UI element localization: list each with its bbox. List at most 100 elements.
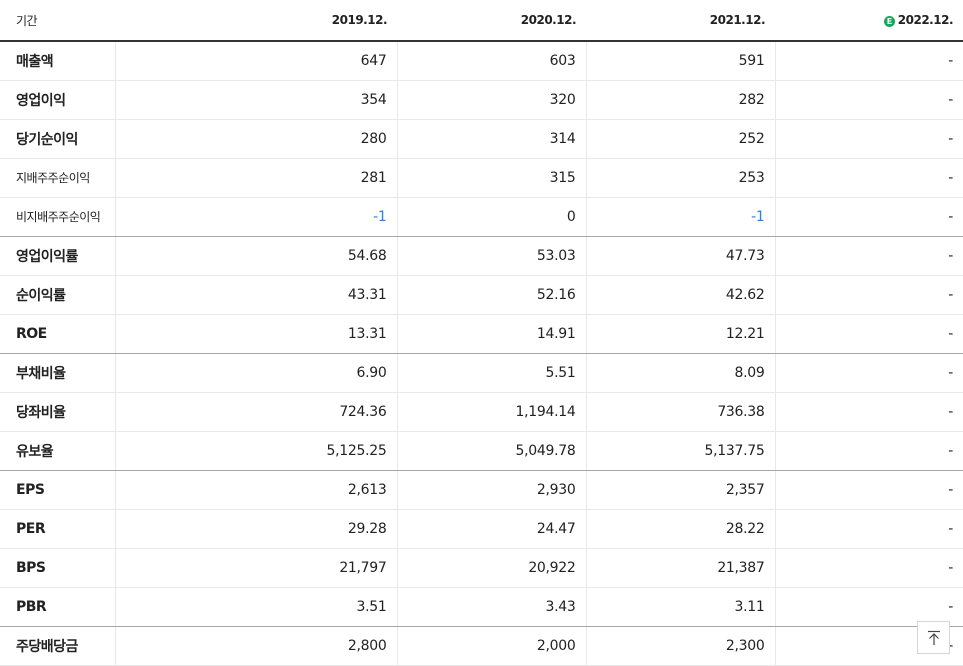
table-row: 순이익률 43.31 52.16 42.62-: [0, 275, 963, 315]
row-label: BPS: [0, 548, 115, 588]
value-cell: 2,930: [396, 470, 586, 510]
value-cell: 282: [585, 80, 775, 120]
table-row: EPS 2,613 2,930 2,357-: [0, 470, 963, 510]
value-cell: 5,049.78: [396, 431, 586, 471]
table-row: 매출액 647 603 591-: [0, 41, 963, 81]
table-row: 영업이익률 54.68 53.03 47.73-: [0, 236, 963, 276]
row-label: 영업이익: [0, 80, 115, 120]
row-label: 당좌비율: [0, 392, 115, 432]
value-cell: 20,922: [396, 548, 586, 588]
value-cell: 253: [585, 158, 775, 198]
scroll-top-button[interactable]: [917, 621, 950, 654]
table-row: 비지배주주순이익 -1 0 -1-: [0, 197, 963, 237]
table-row: 당좌비율 724.36 1,194.14 736.38-: [0, 392, 963, 432]
value-cell: -: [774, 392, 963, 432]
value-cell: 315: [396, 158, 586, 198]
value-cell: -: [774, 470, 963, 510]
row-label: PBR: [0, 587, 115, 627]
value-cell: 3.11: [585, 587, 775, 627]
value-cell: 2,800: [114, 626, 397, 666]
value-cell: -: [774, 548, 963, 588]
row-label: 순이익률: [0, 275, 115, 315]
table-row: 당기순이익 280 314 252-: [0, 119, 963, 159]
value-cell: 314: [396, 119, 586, 159]
header-row: 기간 2019.12. 2020.12. 2021.12. E 2022.12.: [0, 0, 963, 42]
row-label: 당기순이익: [0, 119, 115, 159]
value-cell: 724.36: [114, 392, 397, 432]
period-2019: 2019.12.: [115, 0, 397, 42]
value-cell: 53.03: [396, 236, 586, 276]
value-cell: 52.16: [396, 275, 586, 315]
period-2022-estimate: E 2022.12.: [775, 0, 963, 42]
period-header-label: 기간: [0, 0, 115, 42]
value-cell: 591: [585, 41, 775, 81]
value-cell: 29.28: [114, 509, 397, 549]
value-cell: 21,387: [585, 548, 775, 588]
value-cell: -: [774, 197, 963, 237]
table-row: 영업이익 354 320 282-: [0, 80, 963, 120]
value-cell: 14.91: [396, 314, 586, 354]
value-cell: -: [774, 236, 963, 276]
arrow-up-icon: [927, 630, 940, 645]
value-cell: 6.90: [114, 353, 397, 393]
value-cell: 252: [585, 119, 775, 159]
value-cell: 13.31: [114, 314, 397, 354]
table-row: PER 29.28 24.47 28.22-: [0, 509, 963, 549]
value-cell: 354: [114, 80, 397, 120]
table-row: 부채비율 6.90 5.51 8.09-: [0, 353, 963, 393]
row-label: 주당배당금: [0, 626, 115, 666]
value-cell: 3.51: [114, 587, 397, 627]
period-2020: 2020.12.: [397, 0, 586, 42]
table-row: 주당배당금 2,800 2,000 2,300-: [0, 626, 963, 666]
estimate-icon: E: [883, 16, 895, 27]
value-cell: -1: [585, 197, 775, 237]
value-cell: 2,357: [585, 470, 775, 510]
value-cell: 0: [396, 197, 586, 237]
period-2021: 2021.12.: [586, 0, 775, 42]
value-cell: 280: [114, 119, 397, 159]
row-label: 부채비율: [0, 353, 115, 393]
value-cell: 24.47: [396, 509, 586, 549]
table-row: 유보율 5,125.25 5,049.78 5,137.75-: [0, 431, 963, 471]
row-label: EPS: [0, 470, 115, 510]
row-label: 매출액: [0, 41, 115, 81]
value-cell: 603: [396, 41, 586, 81]
value-cell: -: [774, 41, 963, 81]
value-cell: -: [774, 119, 963, 159]
value-cell: 5,125.25: [114, 431, 397, 471]
value-cell: 42.62: [585, 275, 775, 315]
value-cell: 2,300: [585, 626, 775, 666]
value-cell: 320: [396, 80, 586, 120]
row-label: ROE: [0, 314, 115, 354]
table-row: BPS 21,797 20,922 21,387-: [0, 548, 963, 588]
value-cell: 43.31: [114, 275, 397, 315]
value-cell: 28.22: [585, 509, 775, 549]
row-label: 지배주주순이익: [0, 158, 115, 198]
table-row: 지배주주순이익 281 315 253-: [0, 158, 963, 198]
value-cell: 5.51: [396, 353, 586, 393]
value-cell: 54.68: [114, 236, 397, 276]
value-cell: 281: [114, 158, 397, 198]
row-label: 비지배주주순이익: [0, 197, 115, 237]
value-cell: 647: [114, 41, 397, 81]
value-cell: -: [774, 314, 963, 354]
value-cell: -: [774, 158, 963, 198]
value-cell: 21,797: [114, 548, 397, 588]
period-2022-label: 2022.12.: [897, 13, 954, 27]
value-cell: -: [774, 353, 963, 393]
value-cell: 2,613: [114, 470, 397, 510]
value-cell: -1: [114, 197, 397, 237]
row-label: PER: [0, 509, 115, 549]
value-cell: -: [774, 275, 963, 315]
table-row: ROE 13.31 14.91 12.21-: [0, 314, 963, 354]
value-cell: 2,000: [396, 626, 586, 666]
value-cell: 3.43: [396, 587, 586, 627]
value-cell: 12.21: [585, 314, 775, 354]
table-row: PBR 3.51 3.43 3.11-: [0, 587, 963, 627]
value-cell: -: [774, 587, 963, 627]
value-cell: -: [774, 80, 963, 120]
value-cell: -: [774, 431, 963, 471]
value-cell: 8.09: [585, 353, 775, 393]
value-cell: -: [774, 509, 963, 549]
